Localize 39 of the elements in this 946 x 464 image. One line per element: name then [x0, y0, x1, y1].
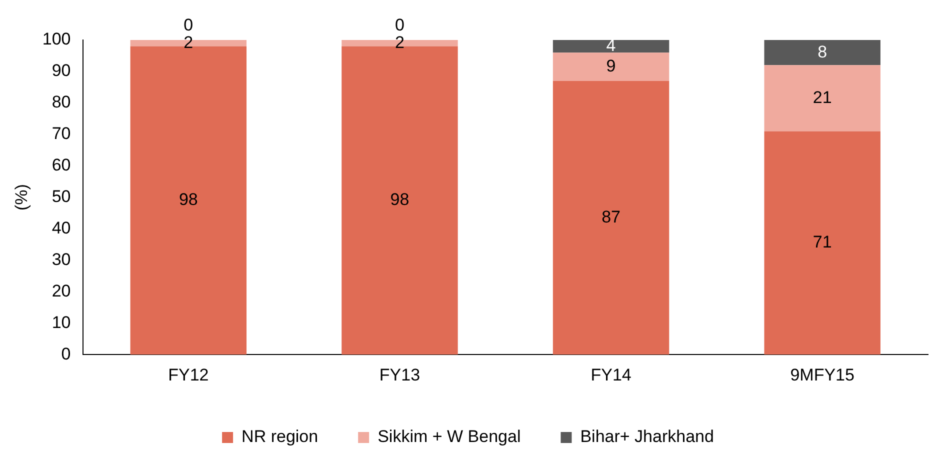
y-tick-label: 30	[52, 250, 71, 269]
y-tick-label: 90	[52, 61, 71, 80]
y-tick-label: 100	[42, 30, 71, 49]
y-tick-label: 50	[52, 186, 71, 206]
data-label: 0	[394, 16, 404, 35]
data-label: 0	[184, 16, 194, 35]
data-label: 2	[184, 32, 194, 52]
y-tick-label: 20	[52, 281, 71, 300]
data-label: 71	[812, 232, 832, 252]
y-tick-label: 60	[52, 156, 71, 175]
x-tick-label: FY12	[168, 365, 209, 384]
data-label: 98	[390, 190, 410, 210]
legend-label: NR region	[242, 427, 318, 446]
x-tick-label: FY14	[590, 365, 632, 384]
data-label: 9	[606, 56, 616, 76]
y-tick-label: 70	[52, 124, 71, 144]
legend-label: Bihar+ Jharkhand	[580, 427, 714, 446]
data-label: 4	[606, 36, 616, 55]
y-tick-label: 10	[52, 312, 71, 332]
bar	[552, 80, 670, 355]
legend-label: Sikkim + W Bengal	[378, 427, 521, 446]
data-label: 8	[818, 42, 828, 62]
bar	[130, 46, 247, 355]
data-label: 2	[394, 32, 404, 52]
data-label: 21	[812, 88, 832, 107]
x-tick-label: FY13	[379, 365, 420, 384]
bar	[764, 40, 880, 66]
data-label: 98	[178, 190, 198, 210]
y-tick-label: 40	[52, 218, 71, 238]
y-tick-label: 0	[61, 344, 71, 364]
x-tick-label: 9MFY15	[790, 365, 854, 384]
data-label: 87	[602, 207, 620, 226]
y-axis-title: (%)	[12, 184, 31, 211]
bar	[552, 40, 670, 53]
bar	[764, 65, 880, 132]
y-tick-label: 80	[52, 92, 71, 112]
bar	[342, 46, 458, 355]
bar	[764, 131, 880, 355]
bar	[552, 52, 670, 81]
